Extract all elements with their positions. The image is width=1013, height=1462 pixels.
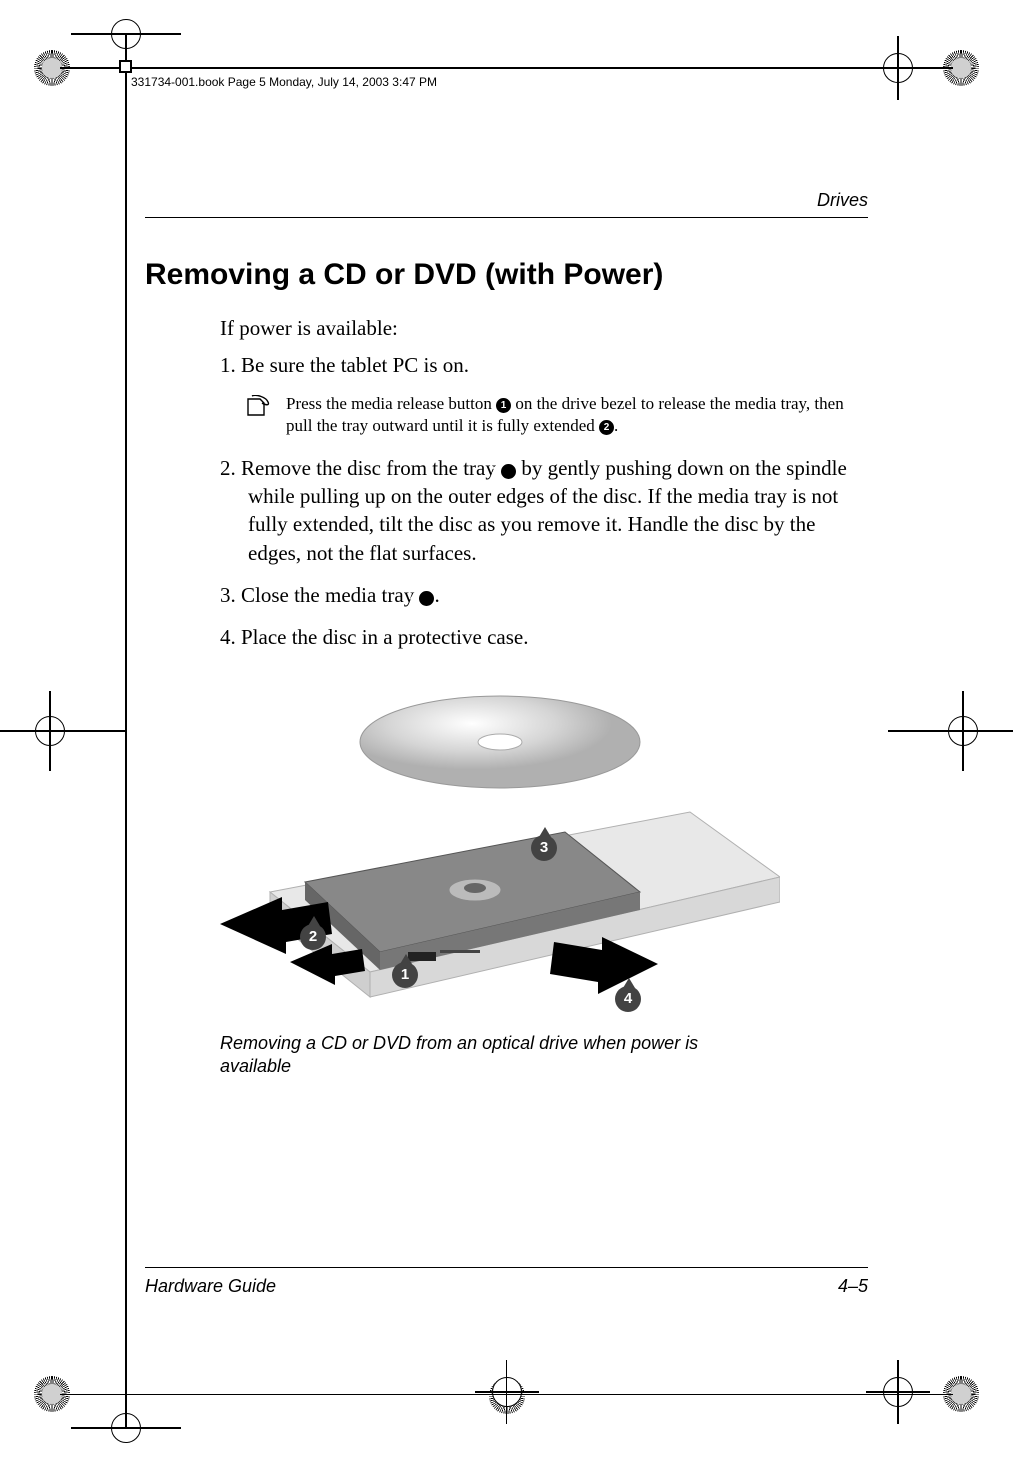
crop-hline-top <box>60 67 953 69</box>
note-post: . <box>614 416 618 435</box>
figure-caption: Removing a CD or DVD from an optical dri… <box>220 1032 740 1079</box>
section-title: Removing a CD or DVD (with Power) <box>145 258 868 292</box>
note-text: Press the media release button 1 on the … <box>286 393 868 437</box>
page-footer: Hardware Guide 4–5 <box>145 1267 868 1297</box>
figure-image: 1 2 3 4 <box>220 682 780 1022</box>
corner-box <box>119 60 132 73</box>
callout-ref-3: 3 <box>501 464 516 479</box>
step-2a: 2. Remove the disc from the tray <box>220 456 501 480</box>
figure: 1 2 3 4 Removing a CD or DVD from an opt… <box>220 682 868 1079</box>
callout-2: 2 <box>300 924 326 950</box>
callout-ref-4: 4 <box>419 591 434 606</box>
footer-right: 4–5 <box>838 1276 868 1297</box>
step-3a: 3. Close the media tray <box>220 583 419 607</box>
step-3: 3. Close the media tray 4. <box>220 581 868 609</box>
step-3b: . <box>434 583 439 607</box>
crop-vline-left <box>125 50 127 1415</box>
print-meta: 331734-001.book Page 5 Monday, July 14, … <box>131 75 437 89</box>
step-1: 1. Be sure the tablet PC is on. <box>220 351 868 379</box>
callout-1: 1 <box>392 962 418 988</box>
intro-lead: If power is available: <box>220 316 868 341</box>
note-block: Press the media release button 1 on the … <box>246 393 868 437</box>
steps-list: 1. Be sure the tablet PC is on. Press th… <box>220 351 868 652</box>
page-content: Drives Removing a CD or DVD (with Power)… <box>145 190 868 1078</box>
callout-4: 4 <box>615 986 641 1012</box>
running-head: Drives <box>145 190 868 218</box>
note-icon <box>246 395 272 423</box>
crop-hline-bottom <box>60 1394 953 1396</box>
footer-left: Hardware Guide <box>145 1276 276 1297</box>
callout-ref-1: 1 <box>496 398 511 413</box>
step-2: 2. Remove the disc from the tray 3 by ge… <box>220 454 868 567</box>
note-pre: Press the media release button <box>286 394 496 413</box>
callout-3: 3 <box>531 835 557 861</box>
callout-ref-2: 2 <box>599 420 614 435</box>
step-4: 4. Place the disc in a protective case. <box>220 623 868 651</box>
